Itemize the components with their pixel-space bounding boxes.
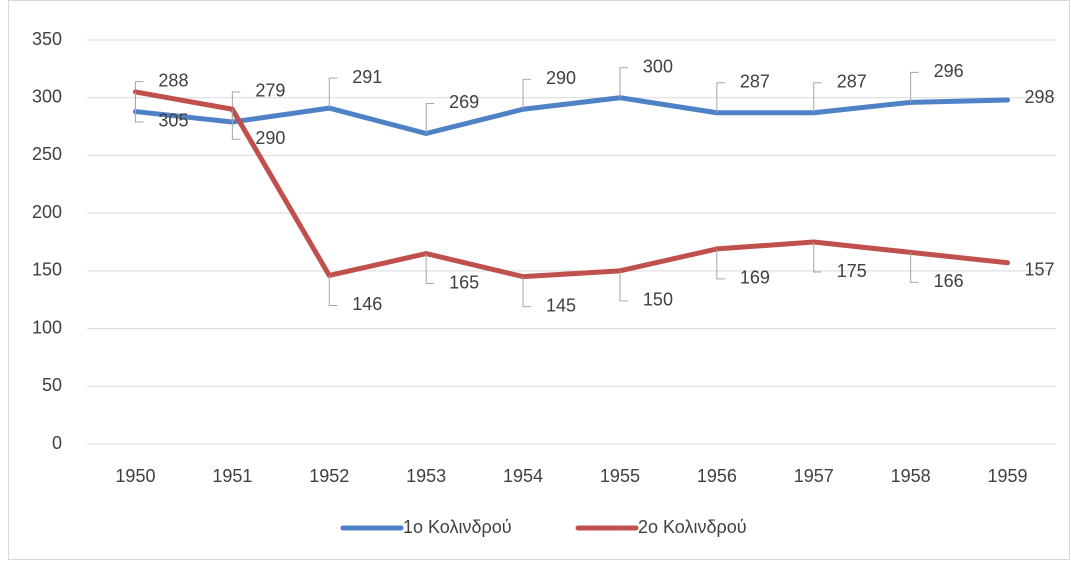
- label-leader: [134, 81, 144, 112]
- label-leader: [716, 82, 725, 113]
- data-label: 175: [837, 261, 867, 281]
- x-tick-label: 1951: [212, 466, 252, 486]
- data-label: 291: [352, 67, 382, 87]
- x-tick-label: 1955: [600, 466, 640, 486]
- label-leader: [813, 242, 822, 273]
- x-tick-label: 1956: [697, 466, 737, 486]
- y-tick-label: 350: [32, 29, 62, 49]
- label-leader: [328, 275, 338, 306]
- label-leader: [425, 253, 435, 285]
- y-tick-label: 0: [52, 433, 62, 453]
- x-tick-label: 1959: [988, 466, 1028, 486]
- label-leader: [619, 67, 628, 98]
- label-leader: [328, 77, 338, 109]
- y-tick-label: 150: [32, 260, 62, 280]
- label-leader: [522, 276, 532, 308]
- x-tick-label: 1954: [503, 466, 543, 486]
- chart-frame: [8, 0, 1070, 560]
- data-label: 305: [158, 111, 188, 131]
- data-label: 287: [740, 71, 770, 91]
- label-leader: [813, 82, 822, 113]
- data-label: 145: [546, 295, 576, 315]
- y-tick-label: 300: [32, 86, 62, 106]
- series-line: [132, 95, 1011, 136]
- legend-label: 2ο Κολινδρού: [638, 517, 747, 537]
- data-label: 300: [643, 56, 673, 76]
- data-label: 279: [255, 81, 285, 101]
- x-tick-label: 1952: [309, 466, 349, 486]
- label-leader: [716, 248, 725, 280]
- label-leader: [231, 109, 241, 140]
- data-label: 269: [449, 92, 479, 112]
- label-leader: [910, 252, 919, 283]
- data-label: 165: [449, 272, 479, 292]
- y-tick-label: 250: [32, 144, 62, 164]
- data-label: 287: [837, 71, 867, 91]
- data-label: 290: [255, 128, 285, 148]
- data-label: 166: [934, 271, 964, 291]
- data-label: 296: [934, 61, 964, 81]
- x-tick-label: 1950: [115, 466, 155, 486]
- x-tick-label: 1957: [794, 466, 834, 486]
- data-label: 157: [1025, 260, 1055, 280]
- data-label: 150: [643, 290, 673, 310]
- y-tick-label: 100: [32, 317, 62, 337]
- label-leader: [522, 78, 532, 110]
- series-line: [132, 89, 1011, 280]
- y-tick-label: 50: [42, 375, 62, 395]
- data-label: 290: [546, 68, 576, 88]
- label-leader: [619, 270, 628, 302]
- x-tick-label: 1958: [891, 466, 931, 486]
- label-leader: [134, 91, 144, 123]
- x-tick-label: 1953: [406, 466, 446, 486]
- data-label: 298: [1025, 87, 1055, 107]
- label-leader: [910, 71, 919, 103]
- label-leader: [425, 102, 435, 134]
- y-tick-label: 200: [32, 202, 62, 222]
- legend-label: 1ο Κολινδρού: [403, 517, 512, 537]
- data-label: 146: [352, 294, 382, 314]
- data-label: 169: [740, 268, 770, 288]
- data-label: 288: [158, 70, 188, 90]
